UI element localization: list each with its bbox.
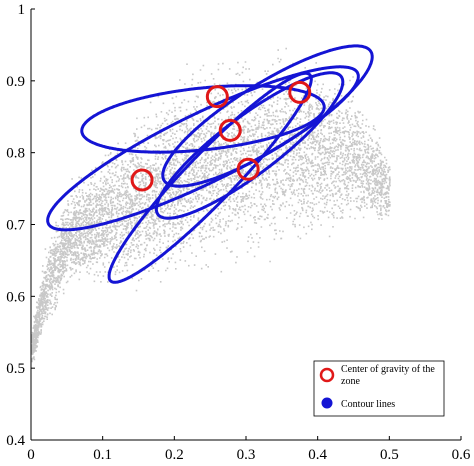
- y-tick-label: 0.5: [6, 361, 25, 377]
- x-tick-label: 0: [27, 447, 35, 463]
- x-tick-label: 0.1: [93, 447, 112, 463]
- legend-center-label-line1: Center of gravity of the: [341, 364, 435, 375]
- legend-contour-marker: [321, 397, 333, 409]
- zone-center-5: [288, 80, 312, 104]
- zone-center-4: [236, 157, 260, 181]
- x-tick-label: 0.5: [380, 447, 399, 463]
- contour-ellipse-4: [154, 71, 345, 220]
- legend-contour-label: Contour lines: [341, 399, 395, 410]
- zone-centers: [130, 80, 312, 192]
- y-tick-label: 0.4: [6, 433, 25, 449]
- x-tick-label: 0.2: [165, 447, 184, 463]
- y-tick-label: 0.6: [6, 289, 25, 305]
- contour-ellipse-5: [107, 71, 313, 284]
- y-tick-label: 0.9: [6, 74, 25, 90]
- contour-ellipse-2: [161, 44, 374, 188]
- x-tick-label: 0.6: [452, 447, 471, 463]
- contour-ellipse-3: [80, 84, 326, 154]
- legend-center-label-line2: zone: [341, 376, 360, 387]
- contour-lines: [46, 44, 374, 284]
- zone-center-2: [205, 85, 229, 109]
- y-tick-label: 1: [18, 2, 26, 18]
- x-tick-label: 0.4: [308, 447, 327, 463]
- y-tick-label: 0.8: [6, 146, 25, 162]
- x-tick-label: 0.3: [237, 447, 256, 463]
- y-tick-label: 0.7: [6, 218, 25, 234]
- zone-center-3: [218, 118, 242, 142]
- zone-center-1: [130, 168, 154, 192]
- legend-center-marker: [319, 367, 335, 383]
- axes: 0 0.1 0.2 0.3 0.4 0.5 0.6 0.4 0.5 0.6 0.7 0.8 0.9 1: [6, 2, 471, 463]
- legend: Center of gravity of the zone Contour li…: [313, 360, 445, 417]
- legend-box: [313, 360, 445, 417]
